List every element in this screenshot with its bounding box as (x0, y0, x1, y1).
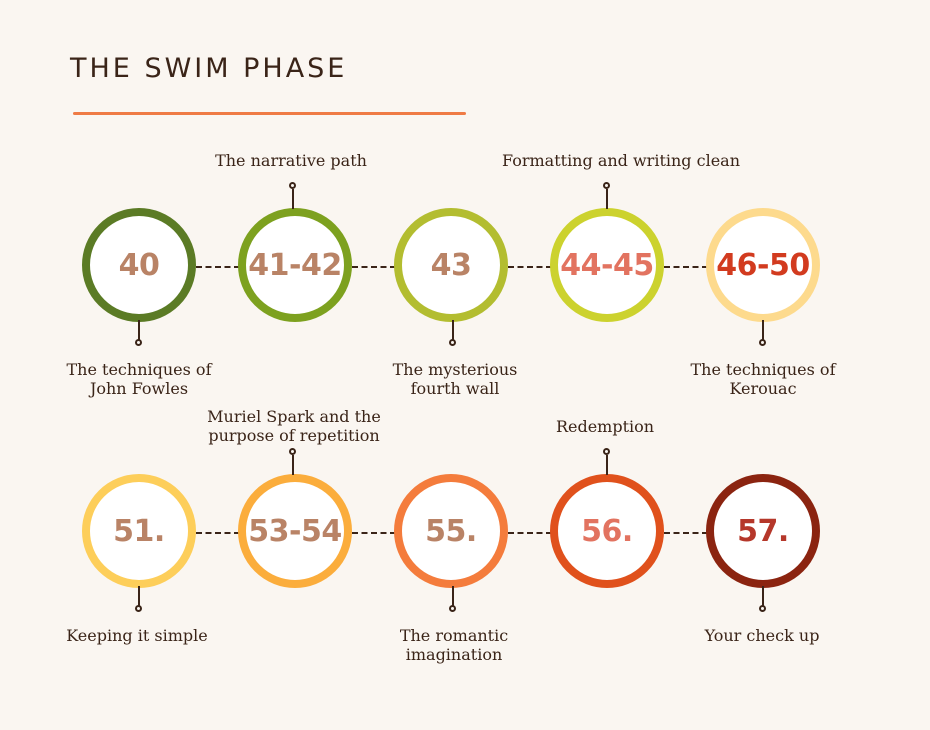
step-number: 53-54 (248, 513, 342, 549)
step-number: 55. (425, 513, 477, 549)
step-stem (292, 455, 294, 475)
step-dot (449, 339, 456, 346)
step-label: Keeping it simple (66, 626, 208, 645)
page-title: THE SWIM PHASE (70, 53, 348, 84)
step-dot (289, 182, 296, 189)
step-circle: 44-45 (550, 208, 664, 322)
step-dot (759, 339, 766, 346)
step-stem (452, 320, 454, 340)
step-circle: 56. (550, 474, 664, 588)
step-label: The mysterious fourth wall (392, 360, 518, 398)
step-circle: 57. (706, 474, 820, 588)
timeline-connector (196, 266, 240, 268)
step-circle: 46-50 (706, 208, 820, 322)
step-dot (135, 605, 142, 612)
step-circle: 51. (82, 474, 196, 588)
step-number: 40 (118, 247, 160, 283)
step-label: Formatting and writing clean (501, 151, 741, 170)
timeline-connector (352, 532, 396, 534)
step-label: The techniques of John Fowles (66, 360, 212, 398)
step-number: 46-50 (716, 247, 810, 283)
step-number: 41-42 (248, 247, 342, 283)
step-stem (606, 189, 608, 209)
step-dot (289, 448, 296, 455)
step-label: Redemption (555, 417, 655, 436)
step-stem (762, 320, 764, 340)
step-stem (138, 586, 140, 606)
step-label: Your check up (704, 626, 820, 645)
step-circle: 55. (394, 474, 508, 588)
step-label: The romantic imagination (399, 626, 509, 664)
step-circle: 53-54 (238, 474, 352, 588)
timeline-connector (352, 266, 396, 268)
step-label: The techniques of Kerouac (690, 360, 836, 398)
step-number: 51. (113, 513, 165, 549)
step-number: 43 (430, 247, 472, 283)
step-label: The narrative path (215, 151, 367, 170)
step-number: 44-45 (560, 247, 654, 283)
step-circle: 40 (82, 208, 196, 322)
step-stem (606, 455, 608, 475)
step-dot (603, 448, 610, 455)
step-stem (762, 586, 764, 606)
step-number: 56. (581, 513, 633, 549)
step-dot (603, 182, 610, 189)
step-circle: 41-42 (238, 208, 352, 322)
timeline-connector (664, 532, 708, 534)
title-underline (73, 112, 466, 115)
timeline-connector (508, 266, 552, 268)
step-stem (292, 189, 294, 209)
step-circle: 43 (394, 208, 508, 322)
step-stem (452, 586, 454, 606)
step-dot (449, 605, 456, 612)
step-dot (759, 605, 766, 612)
timeline-connector (196, 532, 240, 534)
timeline-connector (508, 532, 552, 534)
timeline-connector (664, 266, 708, 268)
step-stem (138, 320, 140, 340)
step-label: Muriel Spark and the purpose of repetiti… (207, 407, 381, 445)
step-number: 57. (737, 513, 789, 549)
step-dot (135, 339, 142, 346)
